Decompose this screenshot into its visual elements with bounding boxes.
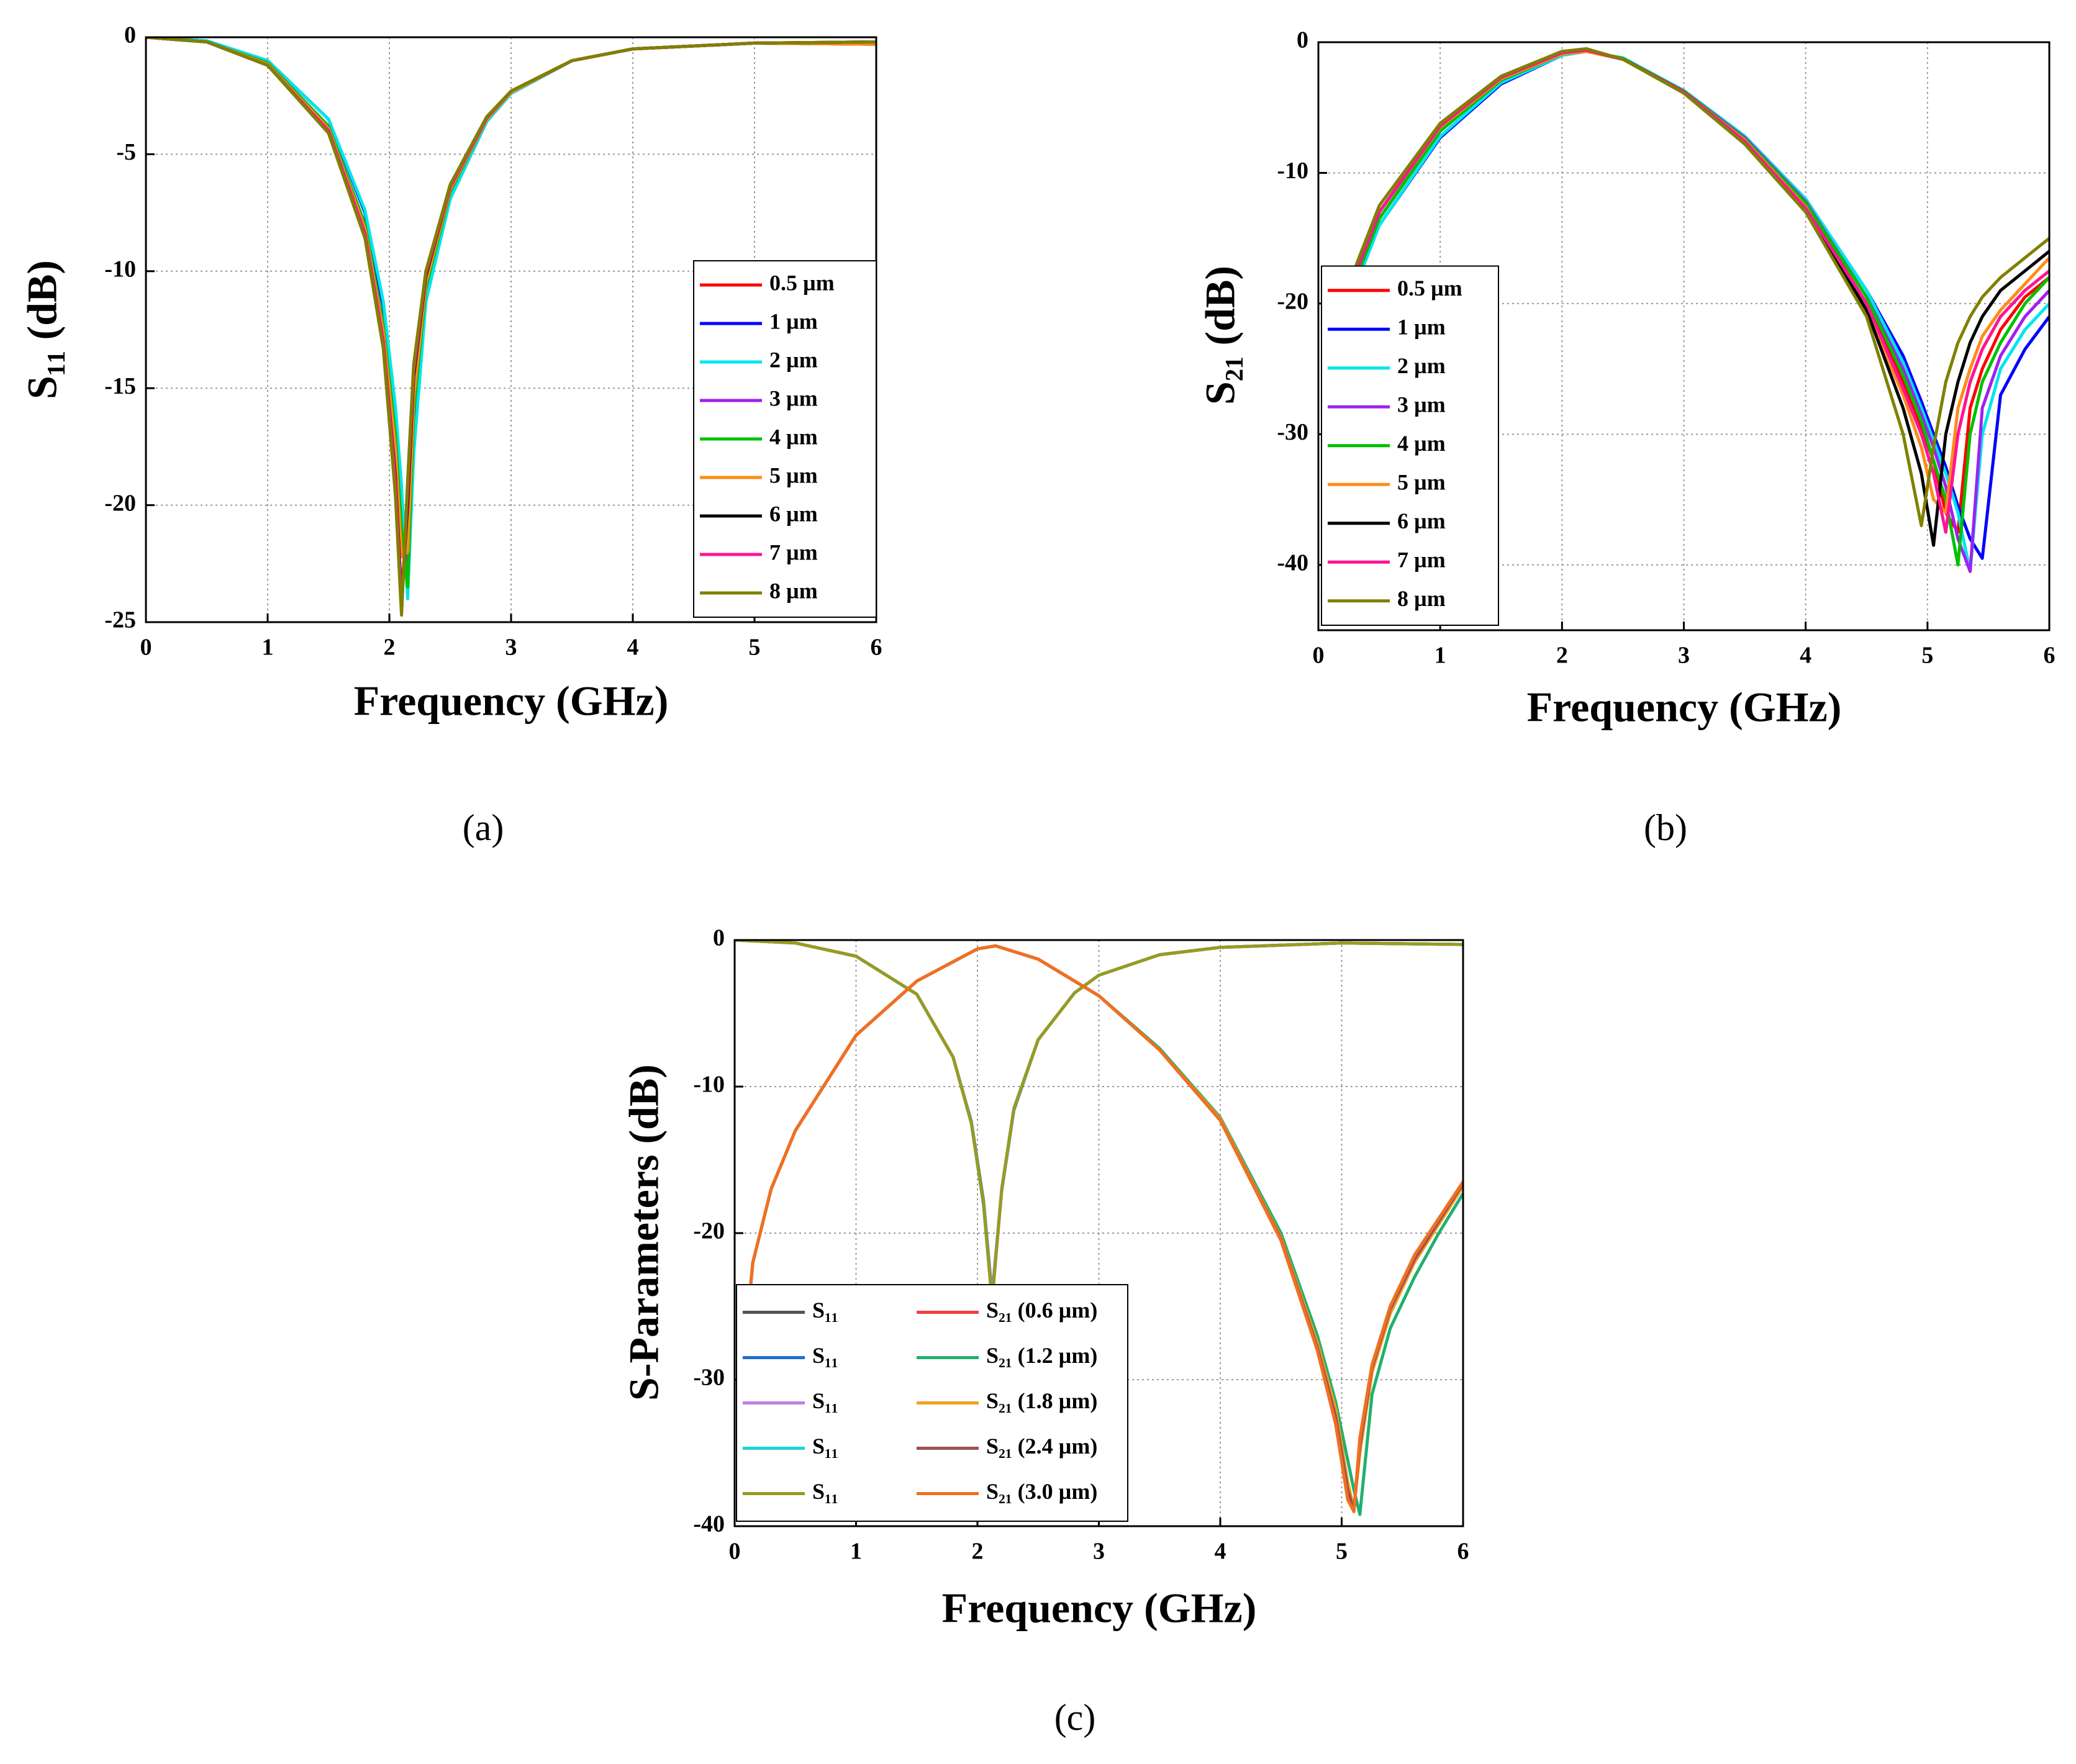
legend-label: 6 µm bbox=[1397, 509, 1446, 533]
legend-label: 8 µm bbox=[1397, 586, 1446, 611]
y-tick-label: -25 bbox=[104, 607, 136, 633]
legend-label: 2 µm bbox=[769, 347, 818, 372]
y-tick-label: 0 bbox=[124, 22, 136, 48]
legend-label: S₁₁ bbox=[812, 1479, 838, 1504]
legend-label: 1 µm bbox=[1397, 315, 1446, 340]
y-tick-label: 0 bbox=[713, 925, 725, 951]
x-tick-label: 0 bbox=[1313, 643, 1325, 669]
x-axis-title: Frequency (GHz) bbox=[1527, 684, 1842, 731]
y-tick-label: -20 bbox=[104, 490, 136, 516]
legend-label: 0.5 µm bbox=[769, 270, 835, 295]
legend-label: 7 µm bbox=[1397, 548, 1446, 572]
legend-label: 8 µm bbox=[769, 578, 818, 603]
caption: (a) bbox=[463, 807, 504, 848]
plot-frame bbox=[733, 939, 1464, 1527]
y-tick-label: -10 bbox=[693, 1072, 725, 1098]
legend-label: 6 µm bbox=[769, 501, 818, 526]
legend-label: 5 µm bbox=[1397, 470, 1446, 495]
x-tick-label: 1 bbox=[1435, 643, 1446, 669]
legend-label: 3 µm bbox=[1397, 392, 1446, 417]
x-tick-label: 4 bbox=[1800, 643, 1811, 669]
legend-label: 2 µm bbox=[1397, 353, 1446, 378]
series-line bbox=[735, 940, 1463, 1304]
legend-label: S₂₁ (1.8 µm) bbox=[986, 1388, 1097, 1413]
y-tick-label: -10 bbox=[1277, 158, 1308, 184]
legend-label: 1 µm bbox=[769, 309, 818, 333]
plot-frame bbox=[1317, 41, 2051, 631]
series-group bbox=[146, 37, 876, 617]
x-tick-label: 6 bbox=[1457, 1539, 1469, 1565]
series-line bbox=[743, 944, 1463, 1513]
x-tick-label: 0 bbox=[140, 635, 152, 661]
x-tick-label: 2 bbox=[1556, 643, 1568, 669]
x-tick-label: 3 bbox=[1678, 643, 1690, 669]
chart: 0 -10 -20 -30 -40 0 1 2 3 4 5 6 0.5 µm 1 µm 2 µm 3 µm 4 … bbox=[1197, 27, 2056, 848]
y-tick-label: 0 bbox=[1297, 27, 1308, 53]
x-tick-label: 6 bbox=[871, 635, 882, 661]
series-line bbox=[146, 37, 876, 617]
y-tick-label: -40 bbox=[693, 1511, 725, 1537]
legend-label: 4 µm bbox=[1397, 431, 1446, 456]
legend-label: S₂₁ (3.0 µm) bbox=[986, 1479, 1097, 1504]
x-tick-label: 1 bbox=[262, 635, 274, 661]
legend-label: 0.5 µm bbox=[1397, 276, 1462, 301]
caption: (b) bbox=[1644, 807, 1687, 848]
x-tick-label: 0 bbox=[729, 1539, 741, 1565]
series-group bbox=[1347, 47, 2049, 573]
x-tick-label: 5 bbox=[1336, 1539, 1348, 1565]
caption: (c) bbox=[1054, 1697, 1096, 1738]
legend-label: S₂₁ (1.2 µm) bbox=[986, 1343, 1097, 1368]
y-tick-label: -20 bbox=[693, 1218, 725, 1244]
x-axis-title: Frequency (GHz) bbox=[354, 677, 669, 725]
legend-label: S₁₁ bbox=[812, 1298, 838, 1323]
x-tick-label: 2 bbox=[384, 635, 396, 661]
y-tick-label: -30 bbox=[693, 1365, 725, 1391]
legend-label: S₂₁ (0.6 µm) bbox=[986, 1298, 1097, 1323]
legend-label: 3 µm bbox=[769, 386, 818, 410]
legend-label: S₂₁ (2.4 µm) bbox=[986, 1434, 1097, 1459]
y-tick-label: -30 bbox=[1277, 419, 1308, 445]
x-tick-label: 6 bbox=[2044, 643, 2056, 669]
y-tick-label: -5 bbox=[116, 139, 136, 165]
legend-label: 4 µm bbox=[769, 424, 818, 449]
x-tick-label: 5 bbox=[1921, 643, 1933, 669]
y-tick-label: -20 bbox=[1277, 289, 1308, 315]
x-tick-label: 3 bbox=[1093, 1539, 1105, 1565]
x-tick-label: 3 bbox=[505, 635, 517, 661]
legend-label: S₁₁ bbox=[812, 1434, 838, 1459]
x-tick-label: 4 bbox=[627, 635, 639, 661]
x-tick-label: 2 bbox=[972, 1539, 984, 1565]
series-line bbox=[1347, 47, 2049, 528]
legend-label: S₁₁ bbox=[812, 1388, 838, 1413]
x-tick-label: 5 bbox=[749, 635, 761, 661]
y-axis-title: S₂₁ (dB) bbox=[1197, 266, 1244, 405]
legend-label: 7 µm bbox=[769, 540, 818, 564]
x-tick-label: 1 bbox=[850, 1539, 862, 1565]
x-axis-title: Frequency (GHz) bbox=[942, 1585, 1257, 1632]
legend-label: S₁₁ bbox=[812, 1343, 838, 1368]
series-group bbox=[735, 940, 1463, 1516]
y-tick-label: -40 bbox=[1277, 550, 1308, 576]
y-axis-title: S-Parameters (dB) bbox=[620, 1064, 668, 1401]
x-tick-label: 4 bbox=[1215, 1539, 1226, 1565]
chart: 0-5-10-15-20-250 1 2 3 4 5 60.5 µm1 µm2 µm3 µm… bbox=[19, 22, 882, 848]
y-tick-label: -15 bbox=[104, 373, 136, 399]
y-axis-title: S₁₁ (dB) bbox=[19, 260, 66, 399]
legend-label: 5 µm bbox=[769, 463, 818, 487]
y-tick-label: -10 bbox=[104, 256, 136, 283]
